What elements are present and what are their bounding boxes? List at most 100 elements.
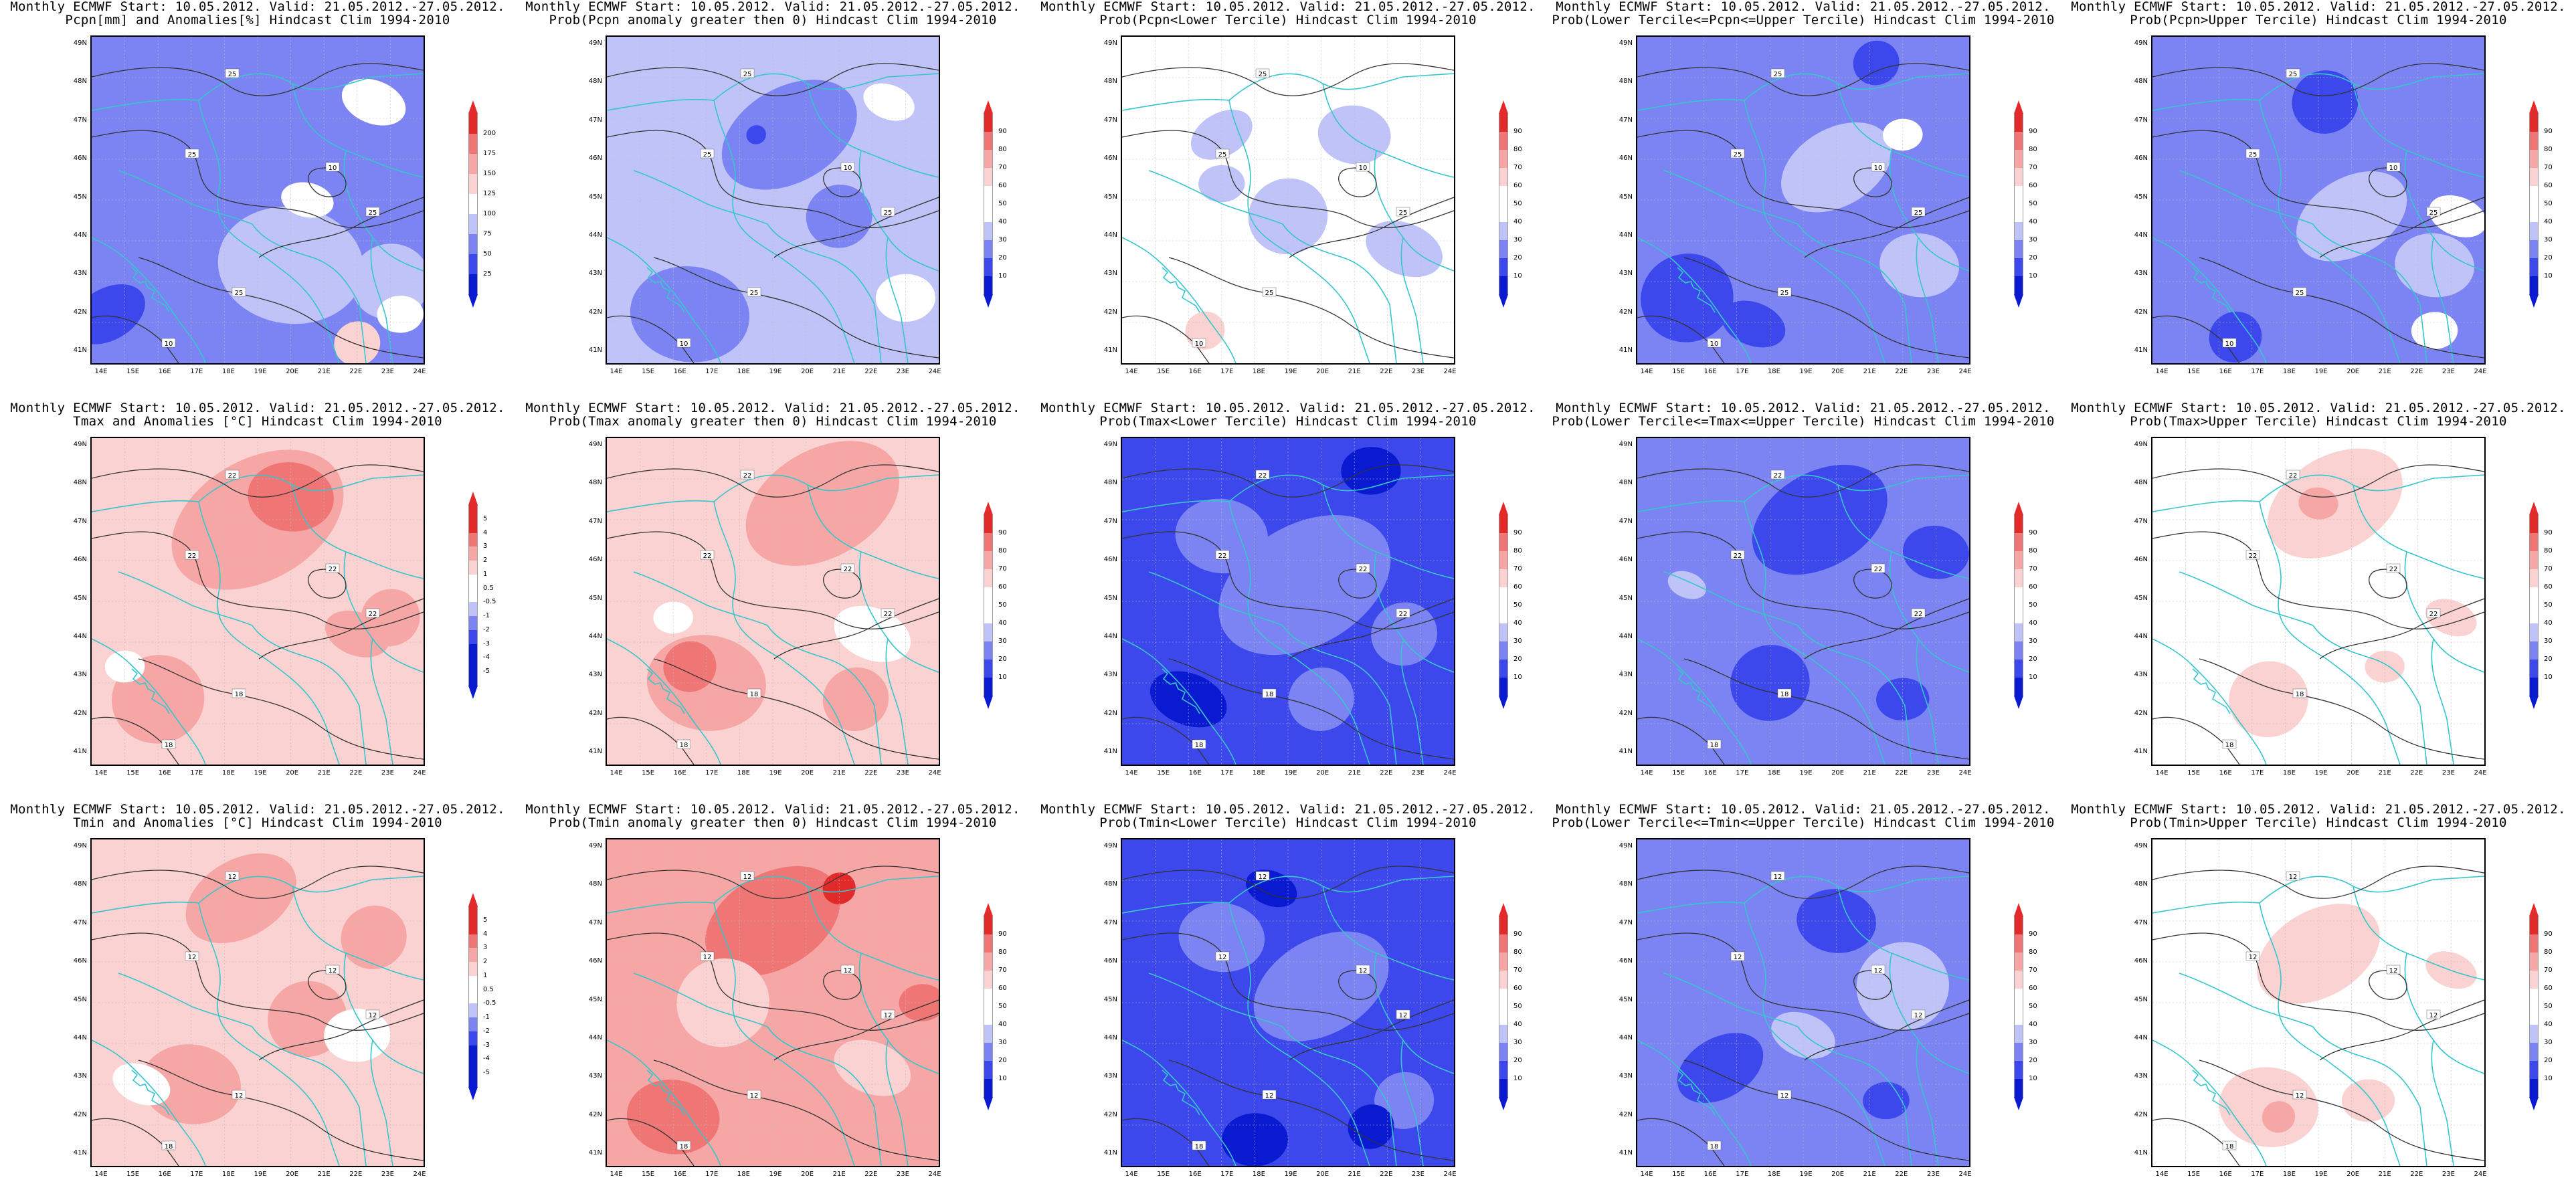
- colorbar-label: 80: [2544, 547, 2553, 555]
- colorbar-swatch: [2529, 605, 2539, 623]
- map-panel: Monthly ECMWF Start: 10.05.2012. Valid: …: [0, 0, 515, 401]
- contour-label-box: [1215, 148, 1230, 159]
- panel-title: Prob(Pcpn>Upper Tercile) Hindcast Clim 1…: [2130, 13, 2507, 27]
- latitude-label: 43N: [588, 270, 602, 278]
- colorbar-label: 20: [2544, 254, 2553, 262]
- latitude-label: 44N: [1103, 231, 1117, 239]
- longitude-label: 24E: [2474, 1171, 2487, 1178]
- latitude-label: 47N: [1103, 116, 1117, 124]
- contour-label: 25: [1259, 71, 1267, 78]
- colorbar-label: 30: [2544, 236, 2553, 243]
- latitude-label: 49N: [1619, 842, 1633, 849]
- colorbar-swatch: [2014, 551, 2023, 569]
- contour-line: [607, 464, 939, 498]
- colorbar-label: 60: [998, 182, 1007, 189]
- colorbar-swatch: [1499, 1061, 1508, 1079]
- colorbar-label: 90: [998, 930, 1007, 938]
- colorbar-swatch: [2529, 989, 2539, 1007]
- longitude-label: 15E: [126, 368, 140, 375]
- contour-label-box: [1262, 287, 1277, 297]
- colorbar-swatch: [1499, 150, 1508, 168]
- latitude-label: 44N: [73, 633, 87, 641]
- contour-label: 22: [2289, 472, 2298, 480]
- colorbar-label: 80: [2544, 146, 2553, 153]
- country-border: [1122, 474, 1454, 512]
- map-area: 22 22 18 18 22 22: [1121, 437, 1455, 766]
- shaded-region: [1856, 942, 1949, 1031]
- contour-label-box: [1356, 563, 1370, 573]
- colorbar-label: 70: [2544, 967, 2553, 974]
- longitude-label: 19E: [769, 1171, 782, 1178]
- longitude-label: 16E: [2219, 1171, 2232, 1178]
- longitude-label: 19E: [1799, 769, 1813, 777]
- colorbar-label: 5: [483, 916, 488, 924]
- longitude-label: 20E: [2347, 769, 2360, 777]
- latitude-label: 44N: [1619, 231, 1633, 239]
- map-panel: Monthly ECMWF Start: 10.05.2012. Valid: …: [1030, 0, 1546, 401]
- colorbar-label: -4: [483, 654, 490, 662]
- latitude-label: 41N: [1619, 1149, 1633, 1157]
- colorbar-label: 10: [1513, 272, 1522, 280]
- country-border: [1663, 170, 1799, 225]
- colorbar-swatch: [2529, 1007, 2539, 1025]
- contour-label-box: [2292, 688, 2307, 698]
- contour-label-box: [1255, 470, 1270, 480]
- map-area: 12 12 12 18 12 12: [90, 838, 425, 1167]
- colorbar-label: 1: [483, 570, 488, 578]
- longitude-label: 24E: [413, 368, 426, 375]
- shaded-region: [2262, 1101, 2296, 1133]
- contour-label-box: [2426, 207, 2441, 217]
- shaded-region: [377, 296, 424, 333]
- longitude-label: 14E: [1125, 769, 1138, 777]
- longitude-label: 19E: [254, 769, 267, 777]
- latitude-label: 43N: [1103, 270, 1117, 278]
- contour-label-box: [365, 207, 380, 217]
- colorbar-swatch: [468, 962, 478, 976]
- longitude-label: 14E: [610, 1171, 623, 1178]
- contour-line: [92, 63, 424, 96]
- colorbar-swatch: [984, 623, 993, 641]
- longitude-label: 22E: [2410, 769, 2423, 777]
- colorbar: [2529, 502, 2539, 709]
- country-border: [1122, 237, 1236, 363]
- colorbar-label: 30: [2544, 637, 2553, 645]
- colorbar-swatch: [984, 150, 993, 168]
- country-border: [607, 474, 939, 512]
- latitude-label: 47N: [588, 517, 602, 525]
- contour-line: [1122, 130, 1454, 228]
- shaded-region: [2341, 1079, 2395, 1122]
- country-border: [2312, 625, 2427, 765]
- longitude-label: 22E: [349, 368, 363, 375]
- contour-label-box: [2386, 563, 2401, 573]
- country-border: [858, 150, 939, 272]
- colorbar-swatch: [468, 574, 478, 589]
- longitude-label: 24E: [413, 1171, 426, 1178]
- contour-label: 10: [2389, 165, 2398, 172]
- shaded-region: [721, 80, 857, 190]
- country-border: [1916, 1039, 1939, 1166]
- longitude-label: 18E: [2282, 769, 2296, 777]
- longitude-label: 20E: [801, 1171, 814, 1178]
- longitude-label: 24E: [413, 769, 426, 777]
- latitude-label: 44N: [1619, 633, 1633, 641]
- colorbar-arrow-top: [2529, 903, 2539, 916]
- longitude-label: 24E: [2474, 769, 2487, 777]
- contour-label: 12: [1265, 1092, 1274, 1100]
- longitude-label: 15E: [2187, 769, 2201, 777]
- colorbar-label: 50: [2029, 601, 2037, 609]
- colorbar-label: 175: [483, 150, 496, 157]
- longitude-label: 21E: [317, 769, 331, 777]
- colorbar-swatch: [1499, 1007, 1508, 1025]
- contour-label-box: [161, 338, 176, 348]
- colorbar-swatch: [1499, 1043, 1508, 1061]
- map-panel: Monthly ECMWF Start: 10.05.2012. Valid: …: [515, 401, 1030, 803]
- latitude-label: 41N: [588, 346, 602, 355]
- colorbar-label: 3: [483, 542, 488, 550]
- longitude-label: 21E: [832, 368, 846, 375]
- latitude-label: 41N: [588, 748, 602, 756]
- contour-label: 25: [1774, 71, 1782, 78]
- latitude-label: 45N: [73, 594, 87, 602]
- colorbar-swatch: [2014, 569, 2023, 587]
- colorbar-label: -4: [483, 1055, 490, 1063]
- contour-label-box: [747, 287, 761, 297]
